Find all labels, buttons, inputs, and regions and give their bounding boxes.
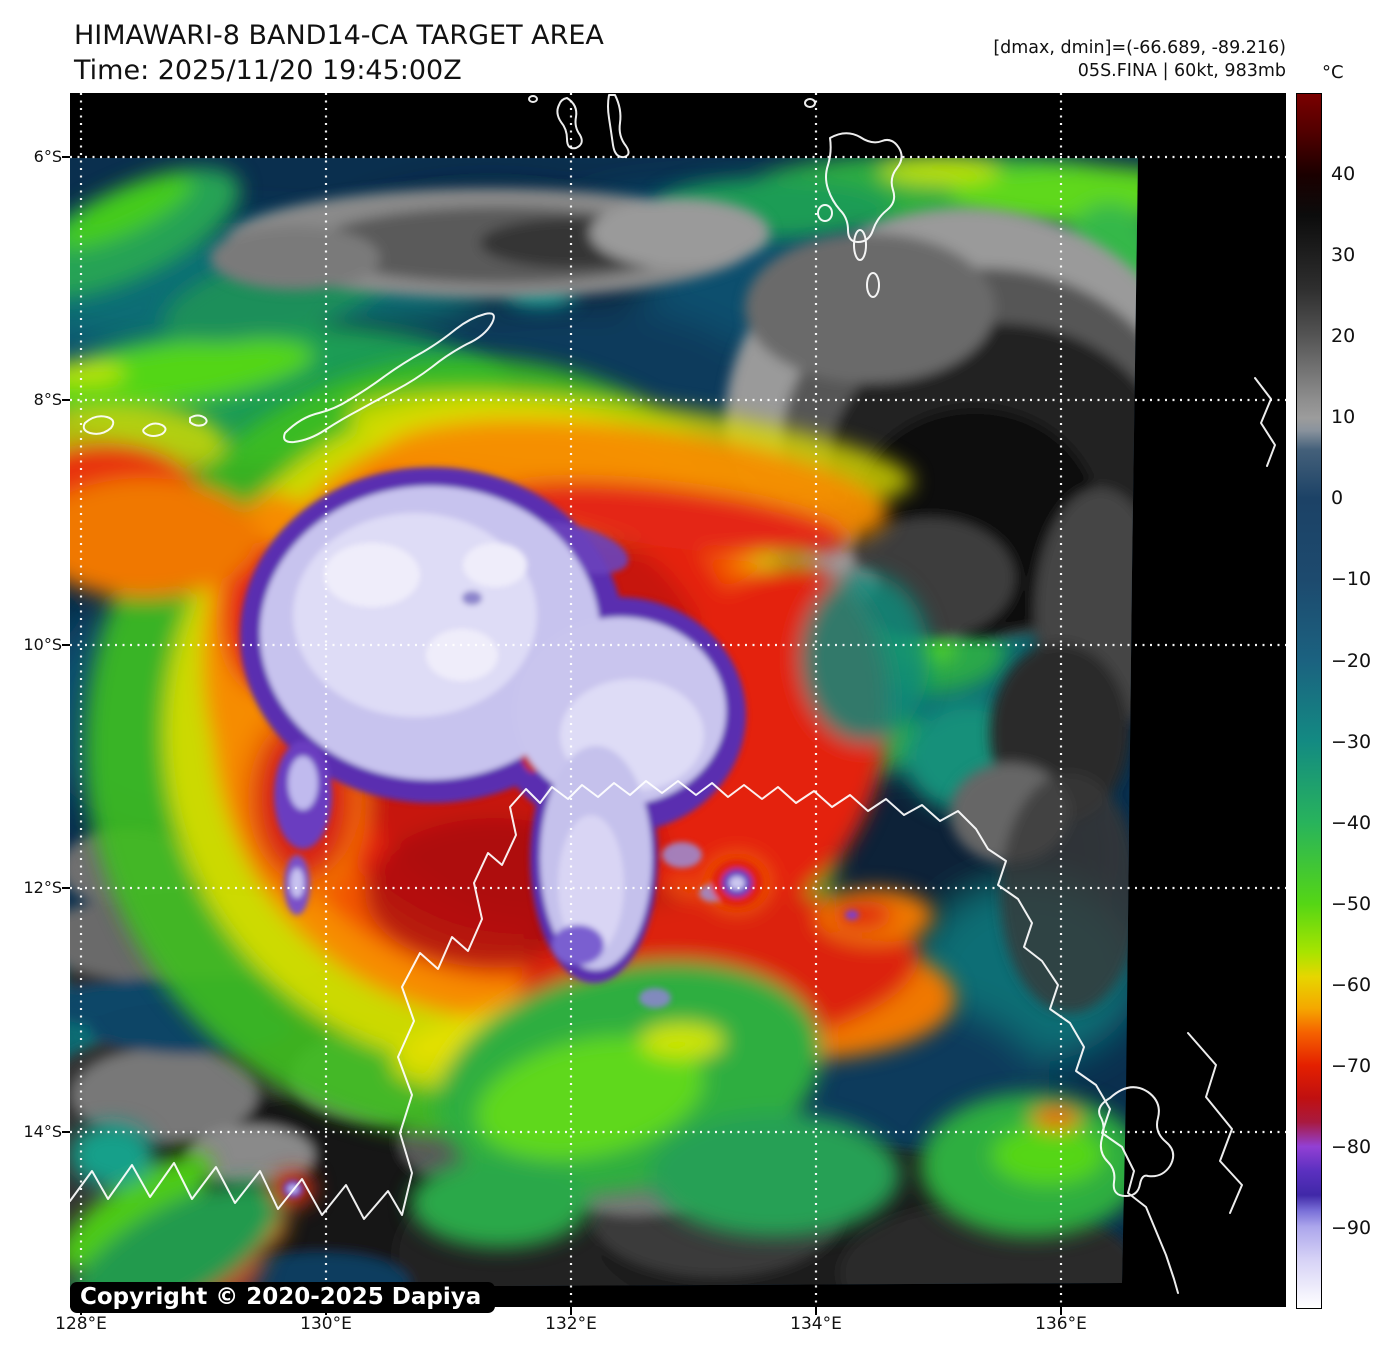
page-title: HIMAWARI-8 BAND14-CA TARGET AREA — [74, 20, 604, 51]
info-block: [dmax, dmin]=(-66.689, -89.216) 05S.FINA… — [700, 37, 1286, 83]
coastline-tanimbar — [825, 132, 903, 243]
colorbar-tick-label: 10 — [1331, 406, 1356, 428]
lat-tick-label: 12°S — [23, 878, 62, 897]
lon-tick-label: 136°E — [1035, 1314, 1087, 1334]
lon-tick-label: 132°E — [545, 1314, 597, 1334]
coastline-gulf-blob — [1098, 1086, 1175, 1197]
coastline-right-fragment — [1254, 377, 1276, 467]
lat-tick-label: 6°S — [33, 147, 62, 166]
colorbar-tick-label: −30 — [1331, 731, 1372, 753]
lat-tick-label: 8°S — [33, 390, 62, 409]
colorbar-tick-label: −60 — [1331, 974, 1372, 996]
coastlines — [69, 94, 1276, 1294]
axis-tick — [62, 887, 70, 889]
axis-tick — [815, 1307, 817, 1315]
title-block: HIMAWARI-8 BAND14-CA TARGET AREA Time: 2… — [74, 18, 604, 88]
data-swath — [70, 158, 1138, 1288]
colorbar-tick-label: 0 — [1331, 487, 1344, 509]
colorbar-tick-label: −10 — [1331, 568, 1372, 590]
lat-tick-label: 10°S — [23, 635, 62, 654]
coastline-small-islands-west — [82, 415, 115, 435]
timestamp: Time: 2025/11/20 19:45:00Z — [74, 55, 462, 86]
axis-tick — [62, 644, 70, 646]
colorbar-tick-label: 20 — [1331, 325, 1356, 347]
colorbar-tick-label: −40 — [1331, 812, 1372, 834]
colorbar-tick-label: 30 — [1331, 244, 1356, 266]
colorbar-tick-label: −80 — [1331, 1136, 1372, 1158]
axis-tick — [62, 1131, 70, 1133]
coastline-gulf-zigzag — [1187, 1032, 1243, 1214]
coastline-australia — [69, 780, 1179, 1294]
coastline-north-islands — [556, 97, 583, 150]
colorbar-tick-label: −90 — [1331, 1217, 1372, 1239]
copyright-badge: Copyright © 2020-2025 Dapiya — [70, 1282, 496, 1313]
colorbar-tick-label: −70 — [1331, 1055, 1372, 1077]
lon-tick-label: 134°E — [790, 1314, 842, 1334]
axis-tick — [62, 156, 70, 158]
axis-tick — [62, 399, 70, 401]
axis-tick — [570, 1307, 572, 1315]
storm-intensity-readout: 05S.FINA | 60kt, 983mb — [1077, 61, 1286, 81]
satellite-map — [69, 93, 1286, 1307]
coastline-timor — [283, 312, 495, 444]
grid-lines — [70, 93, 1286, 1307]
colorbar-tick-label: −50 — [1331, 893, 1372, 915]
temperature-colorbar — [1296, 93, 1322, 1309]
lon-tick-label: 128°E — [55, 1314, 107, 1334]
colorbar-tick-label: −20 — [1331, 650, 1372, 672]
lon-tick-label: 130°E — [300, 1314, 352, 1334]
lat-tick-label: 14°S — [23, 1122, 62, 1141]
axis-tick — [1060, 1307, 1062, 1315]
dmax-dmin-readout: [dmax, dmin]=(-66.689, -89.216) — [993, 38, 1286, 58]
colorbar-unit-label: °C — [1322, 62, 1344, 83]
colorbar-tick-label: 40 — [1331, 163, 1356, 185]
cyclone-cold-cores — [240, 467, 859, 1198]
satellite-image — [69, 93, 1286, 1307]
